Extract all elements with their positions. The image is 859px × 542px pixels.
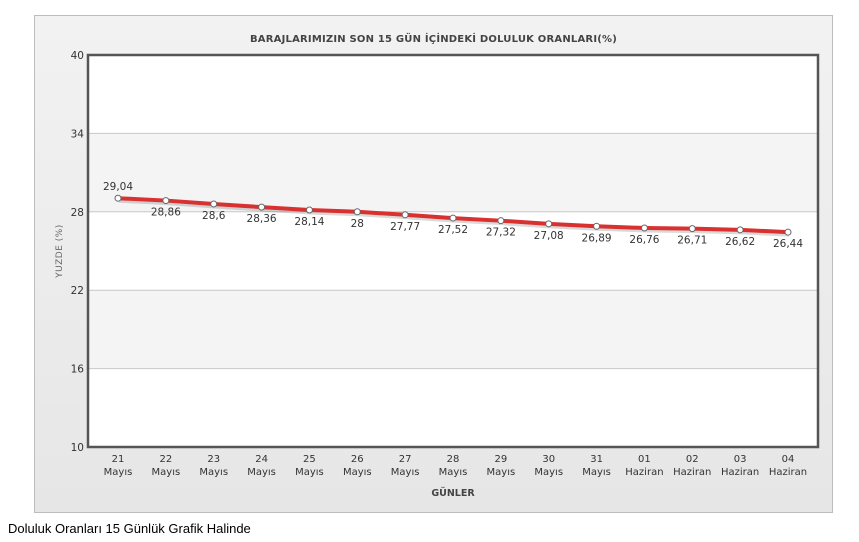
data-value-label: 26,76 (629, 234, 659, 246)
y-tick-label: 34 (71, 128, 85, 140)
data-point-marker[interactable] (401, 211, 409, 219)
x-tick-day: 03 (734, 454, 747, 465)
x-tick-day: 22 (159, 454, 172, 465)
data-point-marker[interactable] (736, 226, 744, 234)
data-value-label: 26,89 (582, 232, 612, 244)
data-point-marker[interactable] (688, 225, 696, 233)
data-point-marker[interactable] (353, 208, 361, 216)
y-tick-label: 40 (71, 50, 84, 62)
data-point-marker[interactable] (784, 228, 792, 236)
x-tick-month: Mayıs (439, 467, 468, 478)
x-tick-month: Mayıs (247, 467, 276, 478)
data-point-marker[interactable] (258, 203, 266, 211)
data-point-marker[interactable] (545, 220, 553, 228)
data-point-marker[interactable] (593, 222, 601, 230)
y-tick-label: 10 (71, 442, 84, 454)
data-value-label: 26,62 (725, 236, 755, 248)
x-tick-month: Haziran (769, 467, 807, 478)
y-tick-label: 28 (71, 207, 84, 219)
data-value-label: 27,32 (486, 227, 516, 239)
plot-band (88, 55, 818, 134)
data-value-label: 28,36 (247, 213, 277, 225)
data-point-marker[interactable] (210, 200, 218, 208)
x-tick-day: 21 (112, 454, 125, 465)
x-tick-day: 25 (303, 454, 316, 465)
data-value-label: 26,44 (773, 238, 803, 250)
data-point-marker[interactable] (497, 217, 505, 225)
y-tick-label: 22 (71, 285, 84, 297)
plot-border (86, 53, 820, 449)
x-tick-day: 31 (590, 454, 603, 465)
data-point-marker[interactable] (449, 214, 457, 222)
x-tick-day: 01 (638, 454, 651, 465)
x-tick-day: 27 (399, 454, 412, 465)
x-tick-month: Mayıs (295, 467, 324, 478)
plot-band (88, 290, 818, 369)
data-point-marker[interactable] (162, 197, 170, 205)
x-tick-day: 02 (686, 454, 699, 465)
data-value-label: 28,6 (202, 210, 226, 222)
data-value-label: 27,52 (438, 224, 468, 236)
data-value-label: 27,77 (390, 221, 420, 233)
x-tick-month: Haziran (721, 467, 759, 478)
x-tick-day: 30 (542, 454, 555, 465)
data-point-marker[interactable] (305, 206, 313, 214)
y-tick-label: 16 (71, 364, 85, 376)
data-point-marker[interactable] (114, 194, 122, 202)
data-value-label: 26,71 (677, 235, 707, 247)
x-tick-day: 28 (447, 454, 460, 465)
y-axis-title: YUZDE (%) (55, 224, 65, 279)
x-tick-month: Mayıs (582, 467, 611, 478)
x-tick-day: 29 (494, 454, 507, 465)
data-value-label: 28,14 (294, 216, 324, 228)
data-value-label: 28,86 (151, 207, 181, 219)
x-tick-day: 23 (207, 454, 220, 465)
plot-band (88, 368, 818, 447)
x-tick-month: Mayıs (152, 467, 181, 478)
x-tick-month: Haziran (673, 467, 711, 478)
data-value-label: 28 (351, 218, 364, 230)
x-tick-day: 24 (255, 454, 268, 465)
x-tick-month: Haziran (625, 467, 663, 478)
data-value-label: 29,04 (103, 181, 133, 193)
plot-band (88, 133, 818, 212)
plot-band (88, 211, 818, 291)
chart-title: BARAJLARIMIZIN SON 15 GÜN İÇİNDEKİ DOLUL… (249, 34, 618, 45)
x-axis-title: GÜNLER (431, 488, 475, 499)
x-tick-month: Mayıs (199, 467, 228, 478)
x-tick-month: Mayıs (343, 467, 372, 478)
x-tick-month: Mayıs (534, 467, 563, 478)
data-point-marker[interactable] (640, 224, 648, 232)
chart-caption: Doluluk Oranları 15 Günlük Grafik Halind… (8, 521, 251, 536)
x-tick-month: Mayıs (487, 467, 516, 478)
x-tick-month: Mayıs (391, 467, 420, 478)
x-tick-day: 04 (782, 454, 795, 465)
x-tick-month: Mayıs (104, 467, 133, 478)
x-tick-day: 26 (351, 454, 364, 465)
data-value-label: 27,08 (534, 230, 564, 242)
